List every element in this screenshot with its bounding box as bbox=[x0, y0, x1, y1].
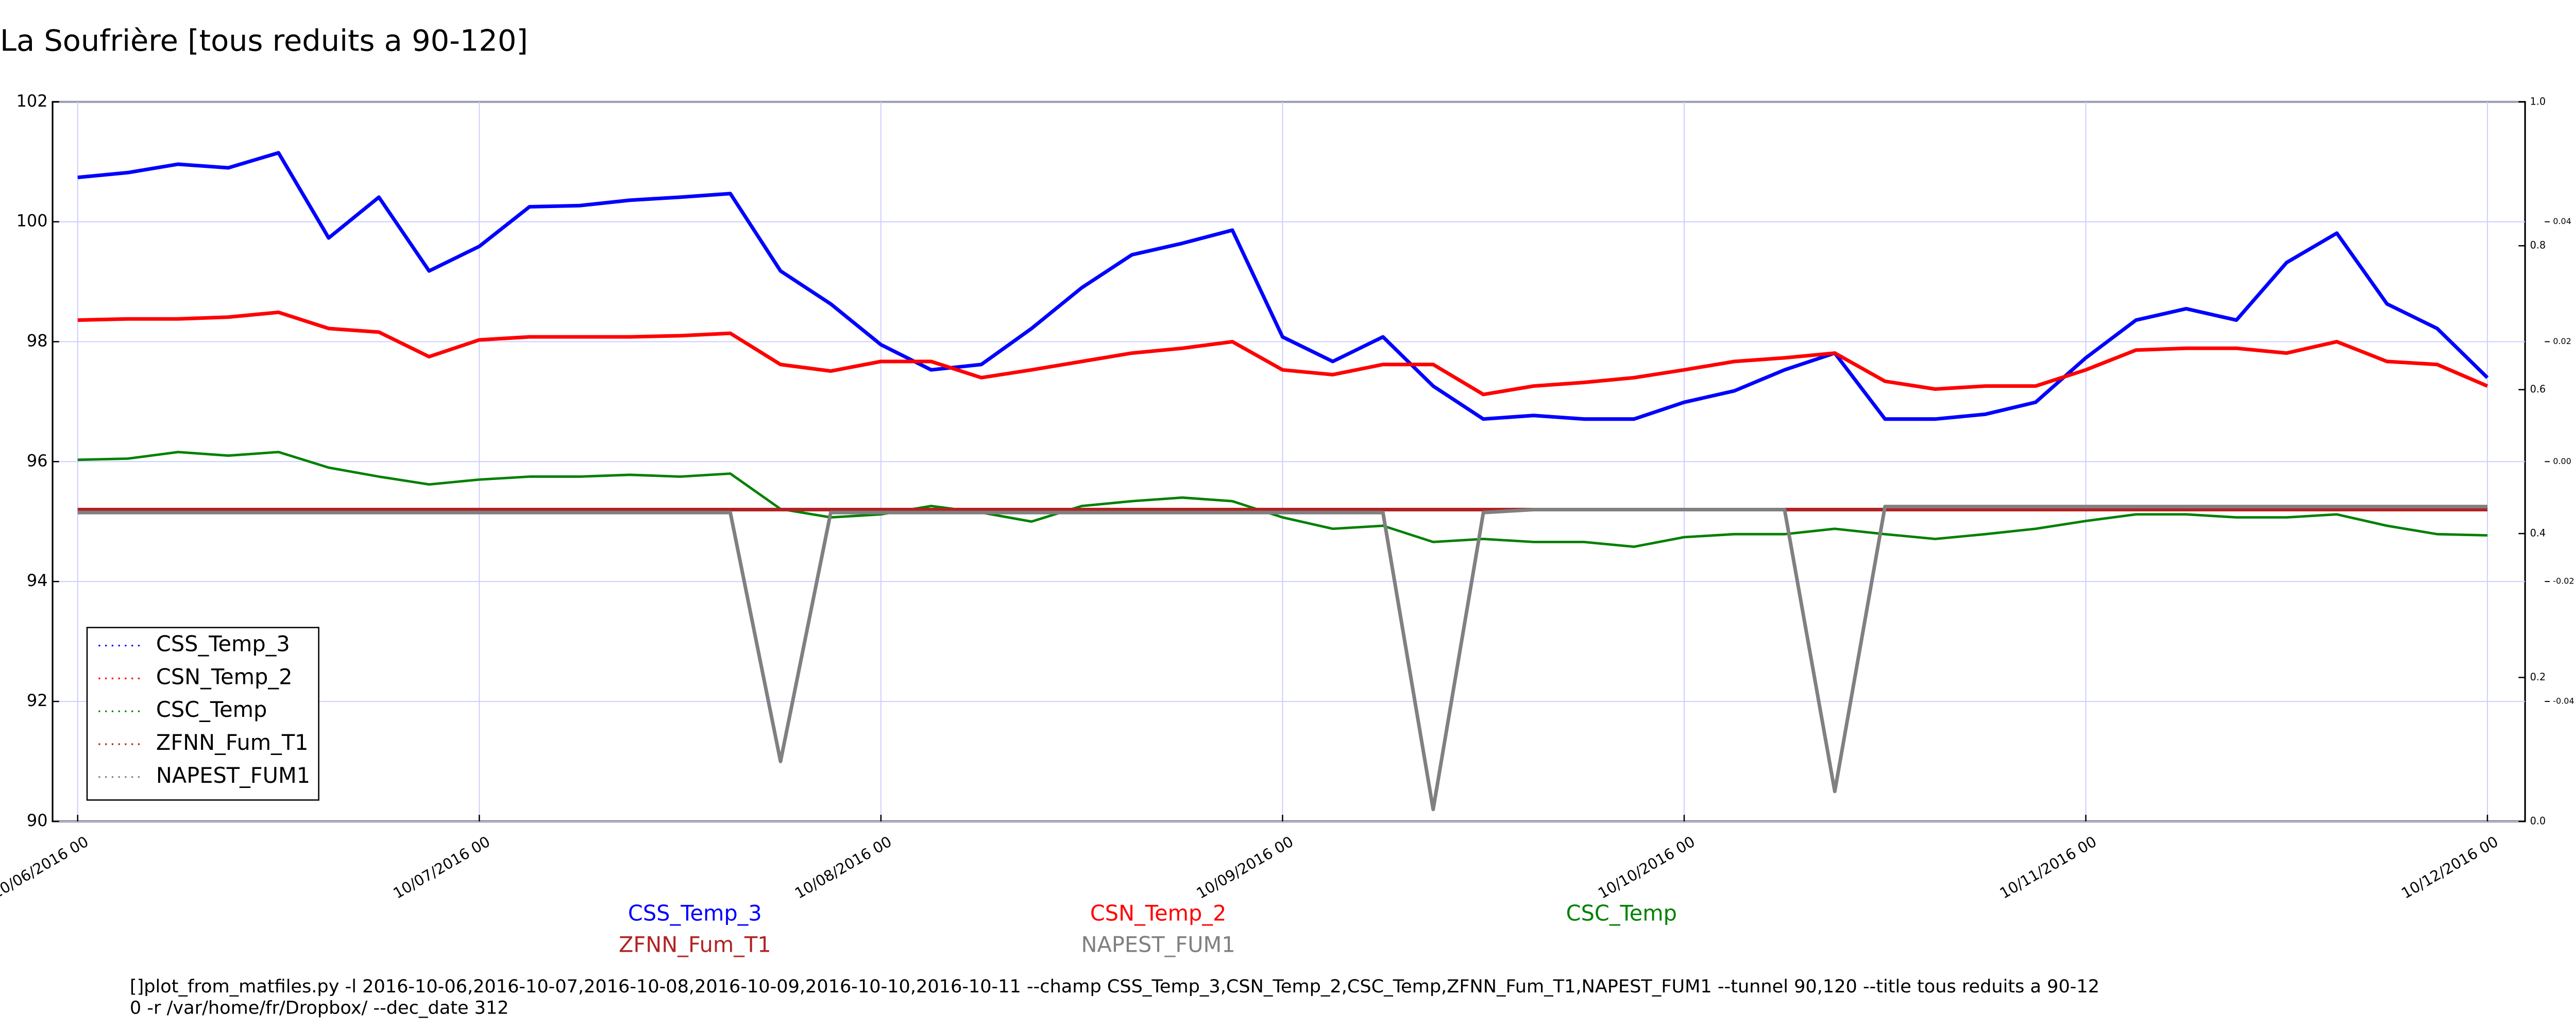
legend-label: CSN_Temp_2 bbox=[156, 664, 293, 689]
caption-line: []plot_from_matfiles.py -l 2016-10-06,20… bbox=[130, 976, 2099, 997]
series-caption: CSN_Temp_2 bbox=[1090, 901, 1227, 926]
y2-tick-label: 0.0 bbox=[2530, 815, 2546, 827]
y2-tick-label: 0.6 bbox=[2530, 383, 2546, 395]
series-line bbox=[77, 505, 2488, 812]
x-tick-label: 10/09/2016 00 bbox=[1193, 833, 1296, 902]
y-tick-label: 98 bbox=[27, 331, 48, 350]
x-tick-label: 10/10/2016 00 bbox=[1595, 833, 1698, 902]
y3-tick-label: 0.04 bbox=[2553, 216, 2571, 226]
grid bbox=[53, 101, 2526, 822]
series-caption: CSS_Temp_3 bbox=[628, 901, 762, 926]
series-caption: CSC_Temp bbox=[1566, 901, 1677, 926]
x-tick-label: 10/12/2016 00 bbox=[2398, 833, 2501, 902]
series-line bbox=[77, 151, 2489, 421]
y3-tick-label: 0.02 bbox=[2553, 336, 2571, 346]
legend: CSS_Temp_3 CSN_Temp_2 CSC_Temp ZFNN_Fum_T1 N… bbox=[86, 627, 319, 801]
y3-tick-label: -0.04 bbox=[2553, 696, 2574, 706]
chart-title: La Soufrière [tous reduits a 90-120] bbox=[0, 24, 528, 58]
y-tick-label: 90 bbox=[27, 811, 48, 830]
y3-tick-label: 0.00 bbox=[2553, 456, 2571, 466]
x-tick-label: 10/08/2016 00 bbox=[792, 833, 895, 902]
series-caption: NAPEST_FUM1 bbox=[1081, 932, 1235, 957]
y-tick-label: 94 bbox=[27, 571, 48, 590]
y3-tick-label: -0.02 bbox=[2553, 576, 2574, 586]
legend-label: CSC_Temp bbox=[156, 697, 267, 722]
x-tick-label: 10/11/2016 00 bbox=[1996, 833, 2099, 902]
y-tick-label: 92 bbox=[27, 691, 48, 710]
series-line bbox=[77, 310, 2488, 397]
legend-label: NAPEST_FUM1 bbox=[156, 763, 310, 788]
legend-label: CSS_Temp_3 bbox=[156, 632, 290, 657]
x-tick-label: 10/07/2016 00 bbox=[390, 833, 493, 902]
legend-box bbox=[86, 627, 319, 801]
y2-tick-label: 0.2 bbox=[2530, 671, 2546, 683]
caption-line: 0 -r /var/home/fr/Dropbox/ --dec_date 31… bbox=[130, 998, 509, 1019]
y2-tick-label: 0.8 bbox=[2530, 239, 2546, 251]
legend-label: ZFNN_Fum_T1 bbox=[156, 730, 309, 755]
x-tick-label: 10/06/2016 00 bbox=[0, 833, 91, 902]
y-tick-label: 96 bbox=[27, 451, 48, 470]
series-line bbox=[77, 451, 2488, 548]
series-caption: ZFNN_Fum_T1 bbox=[619, 932, 771, 957]
y-tick-label: 100 bbox=[16, 211, 48, 231]
y-tick-label: 102 bbox=[16, 91, 48, 111]
y2-tick-label: 1.0 bbox=[2530, 95, 2546, 107]
y2-tick-label: 0.4 bbox=[2530, 527, 2546, 539]
